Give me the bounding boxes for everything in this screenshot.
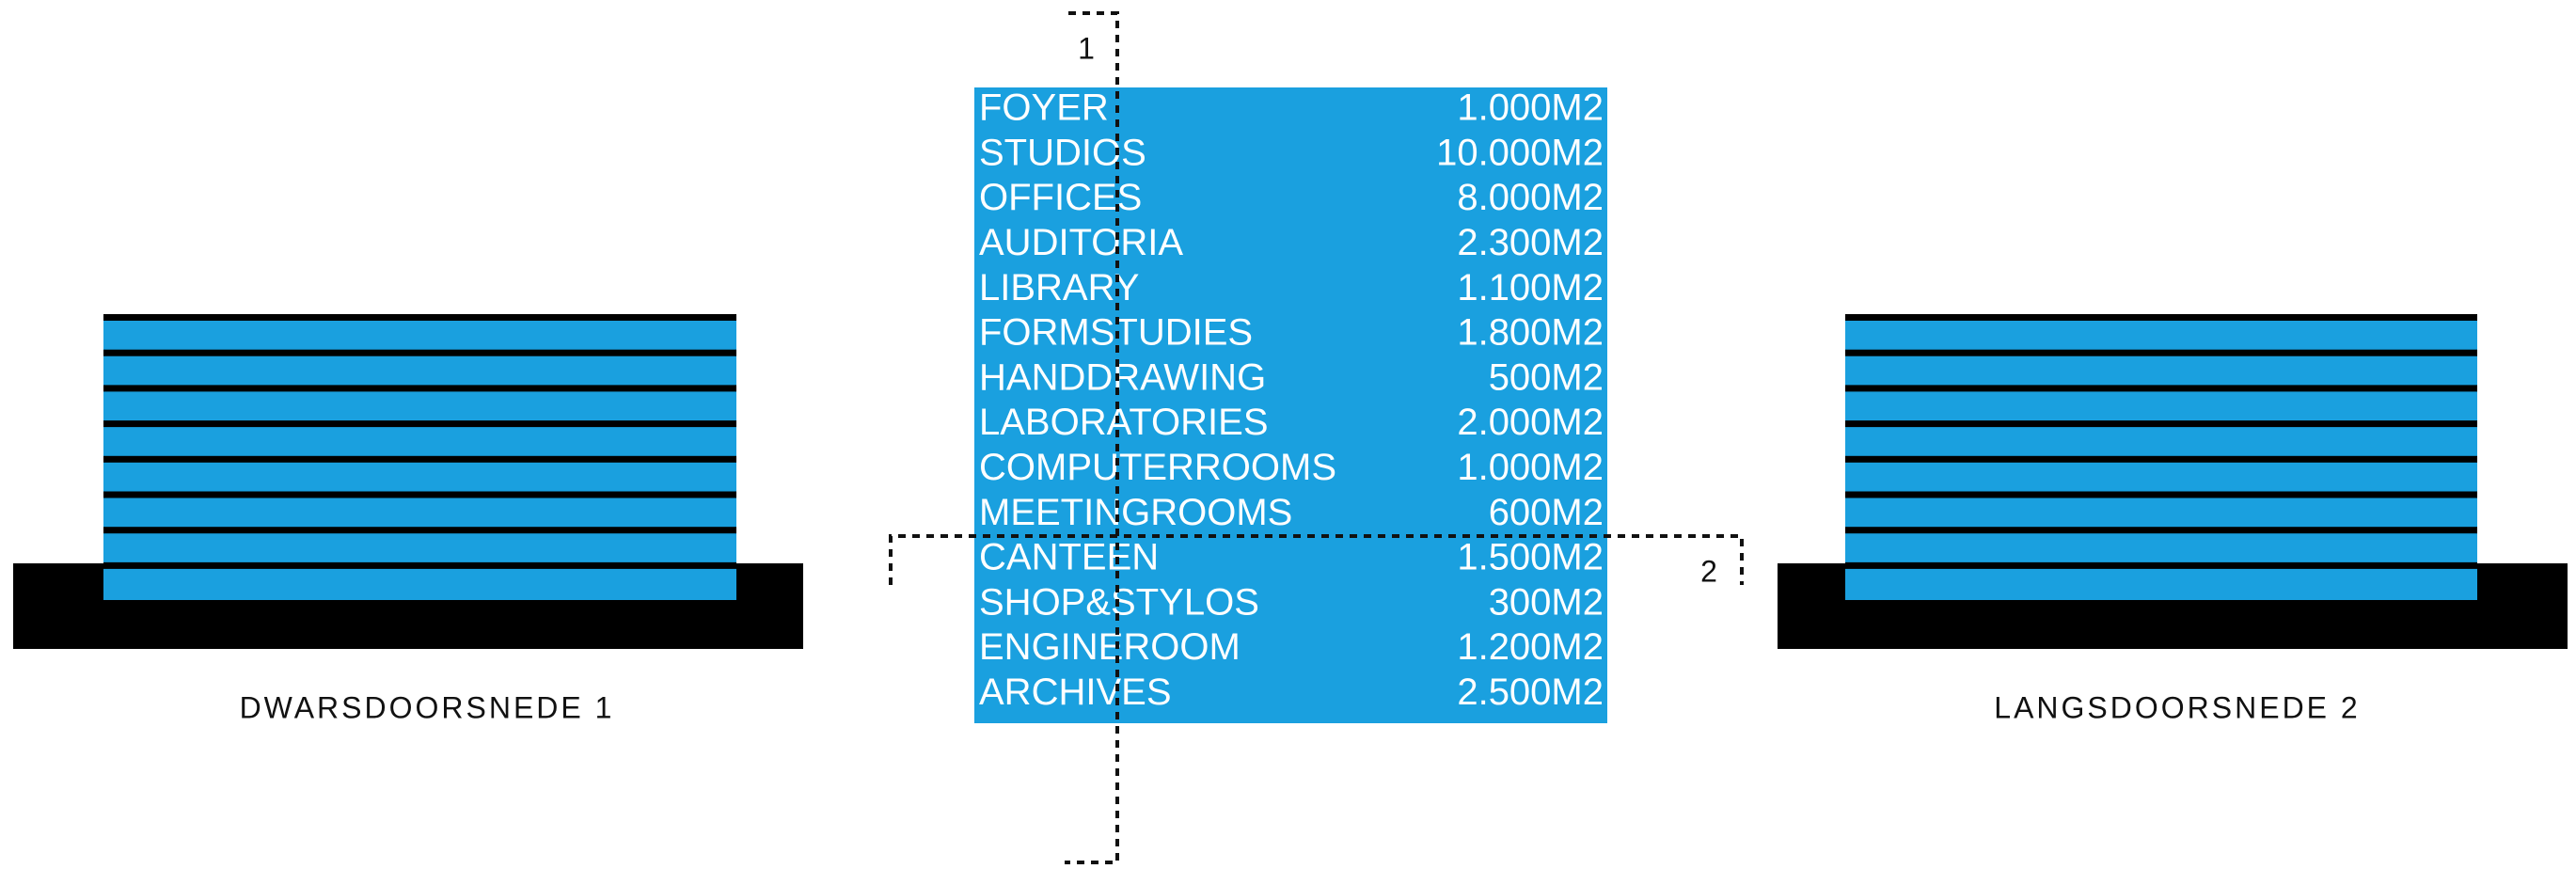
floor-slab	[1845, 314, 2477, 321]
room-name: FOYER	[979, 87, 1109, 129]
floor-slab	[103, 349, 736, 356]
floor-slab	[103, 491, 736, 498]
section-line-2	[889, 534, 1744, 585]
section-label: LANGSDOORSNEDE 2	[1994, 690, 2360, 724]
floor-slab	[1845, 455, 2477, 463]
room-name: OFFICES	[979, 177, 1142, 218]
room-area: 1.500M2	[1457, 537, 1604, 578]
room-area: 2.300M2	[1457, 222, 1604, 263]
floor-slab	[1845, 385, 2477, 392]
floor-slab	[103, 420, 736, 428]
floor-slab	[103, 314, 736, 321]
room-name: STUDIOS	[979, 132, 1146, 173]
room-area: 10.000M2	[1436, 132, 1604, 173]
room-name: LIBRARY	[979, 267, 1139, 308]
room-area: 1.800M2	[1457, 312, 1604, 354]
floor-slab	[103, 561, 736, 569]
cross-section	[13, 314, 803, 649]
room-area: 600M2	[1489, 492, 1604, 533]
floor-slab	[1845, 491, 2477, 498]
room-name: LABORATORIES	[979, 402, 1269, 443]
floor-slab	[1845, 561, 2477, 569]
room-area: 8.000M2	[1457, 177, 1604, 218]
floor-slab	[103, 527, 736, 534]
room-name: COMPUTERROOMS	[979, 447, 1336, 488]
floor-slab	[103, 385, 736, 392]
marker-1: 1	[1078, 31, 1095, 65]
room-name: AUDITORIA	[979, 222, 1183, 263]
room-name: MEETINGROOMS	[979, 492, 1292, 533]
floor-slab	[103, 455, 736, 463]
room-area: 1.000M2	[1457, 447, 1604, 488]
room-area: 1.000M2	[1457, 87, 1604, 129]
program-table	[974, 87, 1607, 723]
room-area: 2.500M2	[1457, 672, 1604, 713]
floor-slab	[1845, 420, 2477, 428]
floor-slab	[1845, 527, 2477, 534]
long-section	[1778, 314, 2568, 649]
room-name: HANDDRAWING	[979, 356, 1266, 398]
room-name: ENGINEROOM	[979, 626, 1241, 668]
room-name: CANTEEN	[979, 537, 1159, 578]
room-area: 300M2	[1489, 581, 1604, 623]
floor-slab	[1845, 349, 2477, 356]
room-name: ARCHIVES	[979, 672, 1172, 713]
room-area: 2.000M2	[1457, 402, 1604, 443]
room-area: 1.100M2	[1457, 267, 1604, 308]
section-line-1	[1065, 11, 1119, 864]
section-label: DWARSDOORSNEDE 1	[240, 690, 615, 724]
room-area: 500M2	[1489, 356, 1604, 398]
room-area: 1.200M2	[1457, 626, 1604, 668]
marker-2: 2	[1700, 554, 1717, 588]
